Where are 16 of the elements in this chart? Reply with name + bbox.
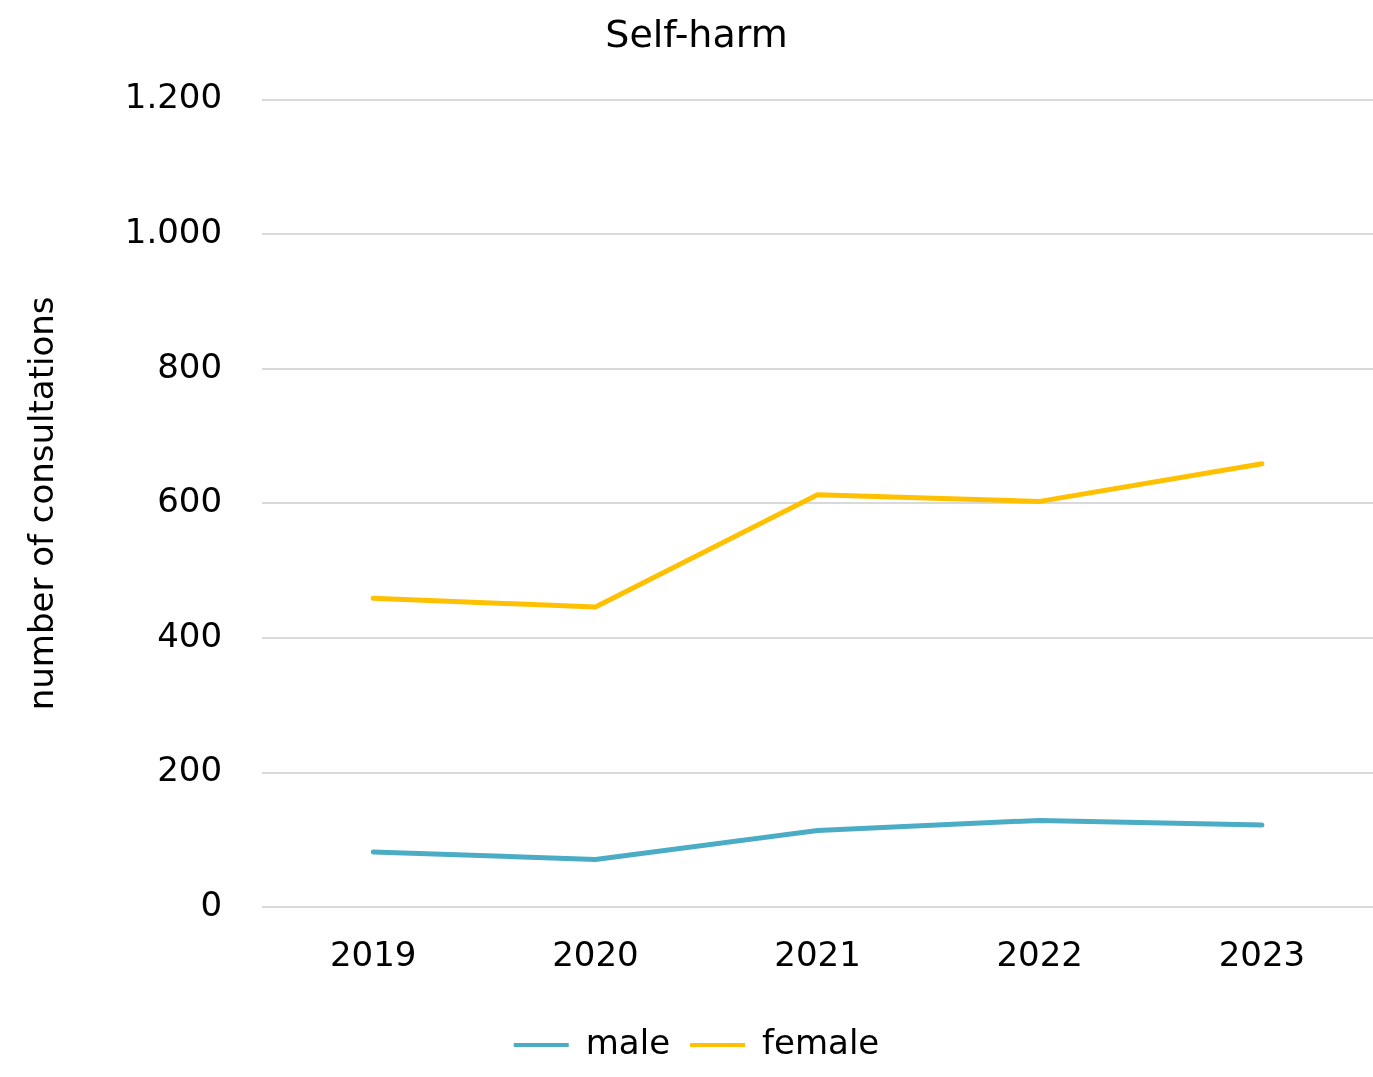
x-tick-label: 2022: [996, 934, 1084, 975]
y-tick-label: 1.200: [124, 76, 223, 117]
x-tick-label: 2019: [329, 934, 417, 975]
x-tick-label: 2021: [774, 934, 861, 975]
y-tick-label: 600: [157, 480, 223, 521]
y-tick-label: 200: [157, 749, 223, 790]
y-tick-label: 0: [200, 884, 223, 925]
x-tick-label: 2020: [552, 934, 639, 975]
y-tick-label: 800: [157, 345, 223, 386]
y-axis-title: number of consultations: [21, 296, 62, 711]
y-tick-label: 1.000: [124, 211, 223, 252]
legend-label: male: [585, 1021, 671, 1062]
x-tick-label: 2023: [1218, 934, 1306, 975]
y-tick-label: 400: [157, 614, 223, 655]
legend-label: female: [762, 1021, 880, 1062]
chart-title: Self-harm: [605, 11, 788, 56]
